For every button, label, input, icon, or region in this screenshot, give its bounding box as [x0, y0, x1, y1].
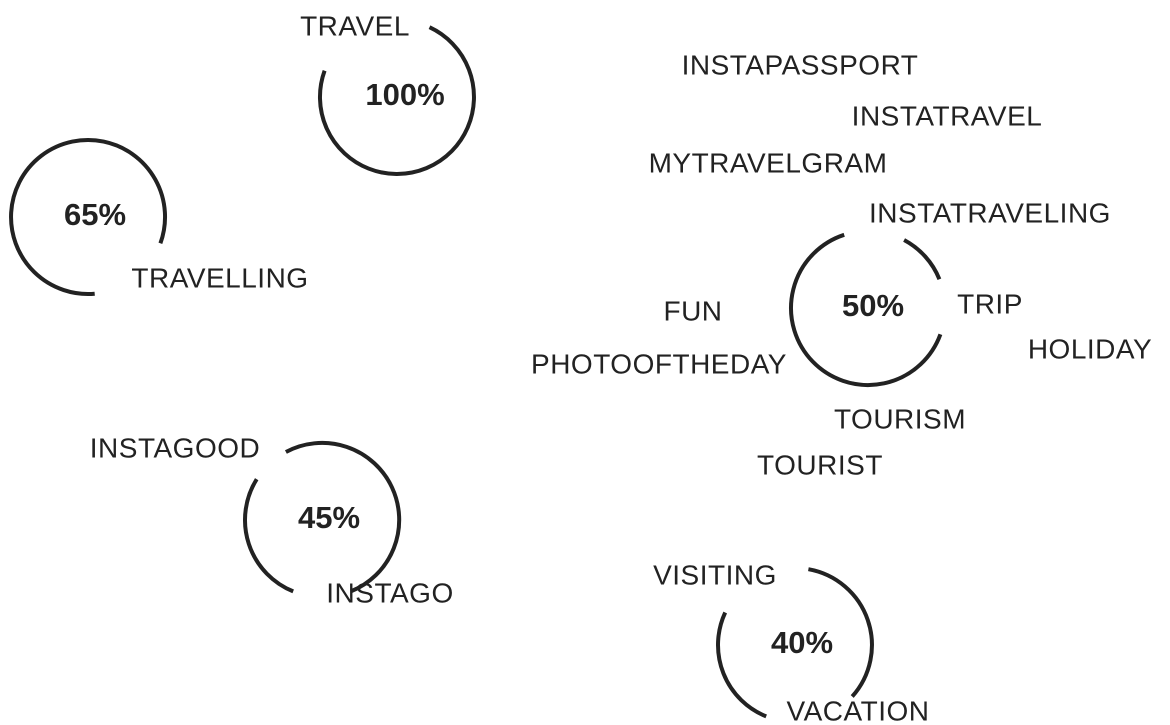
percent: 65%	[64, 197, 126, 232]
percent: 45%	[298, 500, 360, 535]
ring-arc	[716, 611, 767, 719]
tag-label: TOURISM	[834, 403, 966, 434]
tag-label: MYTRAVELGRAM	[649, 147, 888, 178]
ring-arc	[318, 25, 476, 176]
tag-label: INSTATRAVEL	[852, 100, 1043, 131]
tag-label: PHOTOOFTHEDAY	[531, 348, 787, 379]
tag-label: TRAVEL	[300, 10, 410, 41]
tag-label: INSTAPASSPORT	[682, 49, 919, 80]
percent: 50%	[842, 288, 904, 323]
ring-arc	[808, 567, 874, 698]
tag-label: INSTAGOOD	[90, 432, 260, 463]
tag-label: VISITING	[653, 559, 777, 590]
ring-arc	[789, 232, 943, 388]
tag-label: TRIP	[957, 288, 1023, 319]
tag-label: VACATION	[787, 695, 930, 725]
percent: 100%	[365, 77, 444, 112]
ring-arc	[243, 478, 294, 594]
tag-label: INSTAGO	[326, 577, 453, 608]
tag-label: FUN	[663, 295, 722, 326]
tag-label: INSTATRAVELING	[869, 197, 1111, 228]
ring-arc	[284, 440, 402, 594]
ring-arc	[903, 238, 942, 280]
ring-arc	[9, 138, 168, 296]
tag-label: TOURIST	[757, 449, 883, 480]
tag-label: TRAVELLING	[131, 262, 308, 293]
tag-label: HOLIDAY	[1028, 333, 1152, 364]
percent: 40%	[771, 625, 833, 660]
